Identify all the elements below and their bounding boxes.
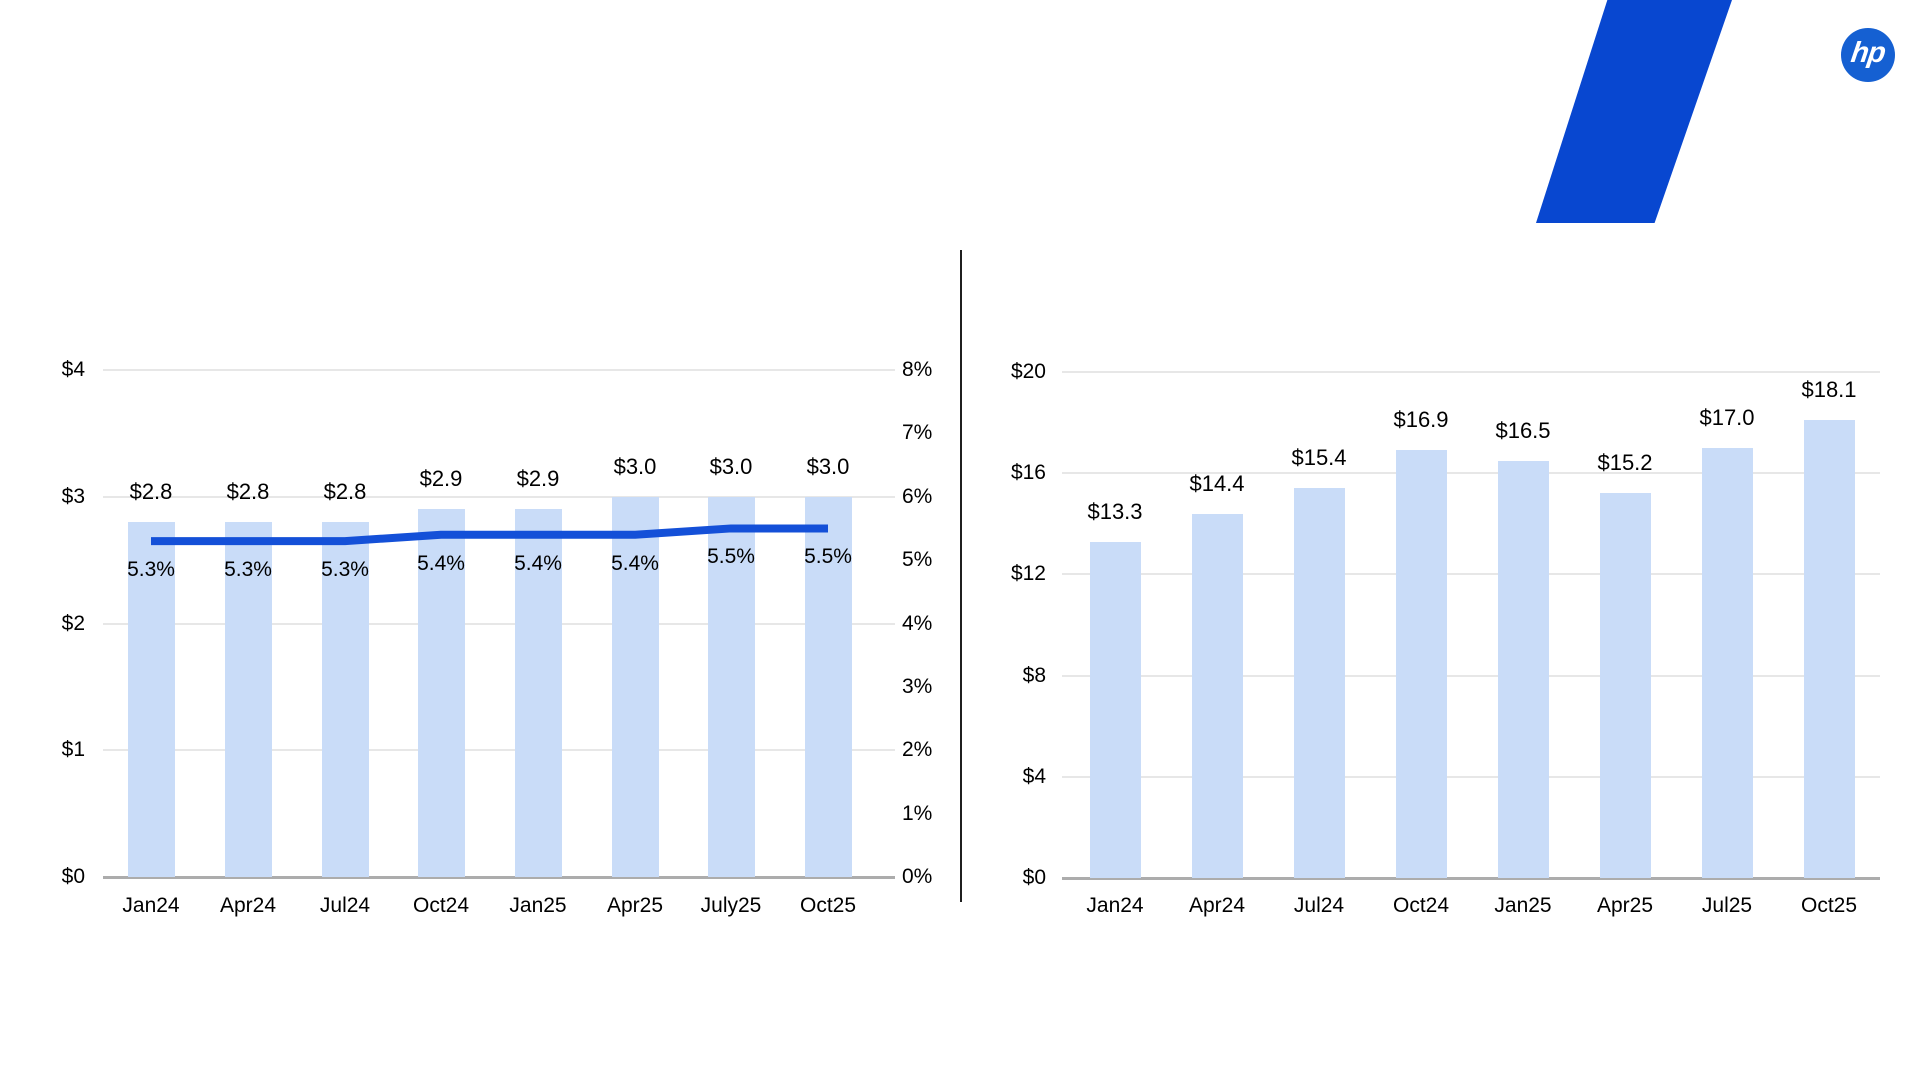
revenue-bar: [1089, 541, 1141, 878]
bar-value-label: $16.9: [1393, 407, 1449, 433]
y-axis-tick-right: 3%: [902, 674, 933, 698]
x-axis-baseline: [103, 876, 895, 879]
x-axis-label: Oct24: [412, 894, 470, 917]
bar-value-label: $2.8: [226, 479, 270, 505]
revenue-bar: [1701, 447, 1753, 878]
x-axis-label: Apr25: [1596, 894, 1654, 917]
revenue-bar: [804, 496, 852, 877]
x-axis-label: Oct24: [1392, 894, 1450, 917]
bar-value-label: $3.0: [709, 453, 753, 479]
bar-value-label: $13.3: [1087, 498, 1143, 524]
gridline: [103, 495, 895, 498]
line-value-label: 5.5%: [804, 545, 852, 569]
bar-value-label: $3.0: [613, 453, 657, 479]
x-axis-label: Jan25: [509, 894, 567, 917]
hp-logo-text: hp: [1849, 37, 1888, 69]
y-axis-tick: $8: [1022, 663, 1046, 687]
bar-value-label: $2.8: [129, 479, 173, 505]
revenue-bar: [224, 522, 272, 877]
y-axis-tick-left: $4: [61, 358, 85, 381]
y-axis-tick: $4: [1022, 764, 1046, 788]
line-value-label: 5.3%: [224, 558, 272, 582]
x-axis-label: Oct25: [799, 894, 857, 917]
y-axis-tick: $16: [1010, 461, 1046, 485]
revenue-bar: [707, 496, 755, 877]
bar-value-label: $2.9: [419, 466, 463, 492]
revenue-bar: [514, 509, 562, 877]
y-axis-tick-right: 7%: [902, 421, 933, 445]
bar-value-label: $15.4: [1291, 445, 1347, 471]
revenue-bar: [321, 522, 369, 877]
y-axis-tick-right: 2%: [902, 738, 933, 762]
revenue-bar: [1293, 488, 1345, 878]
revenue-bar: [1395, 450, 1447, 878]
bar-value-label: $14.4: [1189, 470, 1245, 496]
x-axis-label: Apr24: [1188, 894, 1246, 917]
gridline: [103, 369, 895, 371]
bar-value-label: $3.0: [806, 453, 850, 479]
y-axis-tick-right: 8%: [902, 358, 933, 381]
line-value-label: 5.4%: [514, 551, 562, 575]
bar-value-label: $2.9: [516, 466, 560, 492]
revenue-bar: [417, 509, 465, 877]
x-axis-label: July25: [700, 894, 762, 917]
gridline: [1062, 775, 1880, 778]
y-axis-tick-right: 4%: [902, 611, 933, 635]
y-axis-tick-right: 0%: [902, 865, 933, 888]
charts-divider: [960, 250, 962, 902]
y-axis-tick: $0: [1022, 866, 1046, 889]
x-axis-label: Apr24: [219, 894, 277, 917]
line-value-label: 5.4%: [611, 551, 659, 575]
bar-value-label: $17.0: [1699, 404, 1755, 430]
line-value-label: 5.5%: [707, 545, 755, 569]
x-axis-label: Jul25: [1701, 894, 1753, 917]
bar-value-label: $2.8: [323, 479, 367, 505]
bar-value-label: $16.5: [1495, 417, 1551, 443]
x-axis-baseline: [1062, 877, 1880, 880]
gridline: [103, 749, 895, 752]
y-axis-tick-left: $2: [61, 611, 85, 635]
y-axis-tick-left: $3: [61, 484, 85, 508]
gridline: [1062, 674, 1880, 677]
line-value-label: 5.3%: [127, 558, 175, 582]
y-axis-tick-right: 5%: [902, 548, 933, 572]
bar-value-label: $18.1: [1801, 377, 1857, 403]
y-axis-tick-right: 6%: [902, 484, 933, 508]
gridline: [1062, 371, 1880, 373]
gridline: [103, 622, 895, 625]
line-value-label: 5.4%: [417, 551, 465, 575]
x-axis-label: Jan24: [122, 894, 180, 917]
y-axis-tick-left: $1: [61, 738, 85, 762]
x-axis-label: Jul24: [1293, 894, 1345, 917]
accent-shape: [1536, 0, 1732, 223]
x-axis-label: Jan25: [1494, 894, 1552, 917]
x-axis-label: Apr25: [606, 894, 664, 917]
x-axis-label: Jan24: [1086, 894, 1144, 917]
revenue-bar: [1497, 460, 1549, 878]
gridline: [1062, 573, 1880, 576]
hp-logo: hp: [1841, 28, 1895, 82]
y-axis-tick-right: 1%: [902, 801, 933, 825]
revenue-bar: [611, 496, 659, 877]
y-axis-tick: $20: [1010, 360, 1046, 383]
y-axis-tick-left: $0: [61, 865, 85, 888]
x-axis-label: Jul24: [319, 894, 371, 917]
revenue-bar: [1599, 493, 1651, 878]
revenue-bar: [1803, 420, 1855, 878]
revenue-bar: [127, 522, 175, 877]
revenue-bar: [1191, 513, 1243, 878]
line-value-label: 5.3%: [321, 558, 369, 582]
x-axis-label: Oct25: [1800, 894, 1858, 917]
y-axis-tick: $12: [1010, 562, 1046, 586]
gridline: [1062, 472, 1880, 475]
bar-value-label: $15.2: [1597, 450, 1653, 476]
